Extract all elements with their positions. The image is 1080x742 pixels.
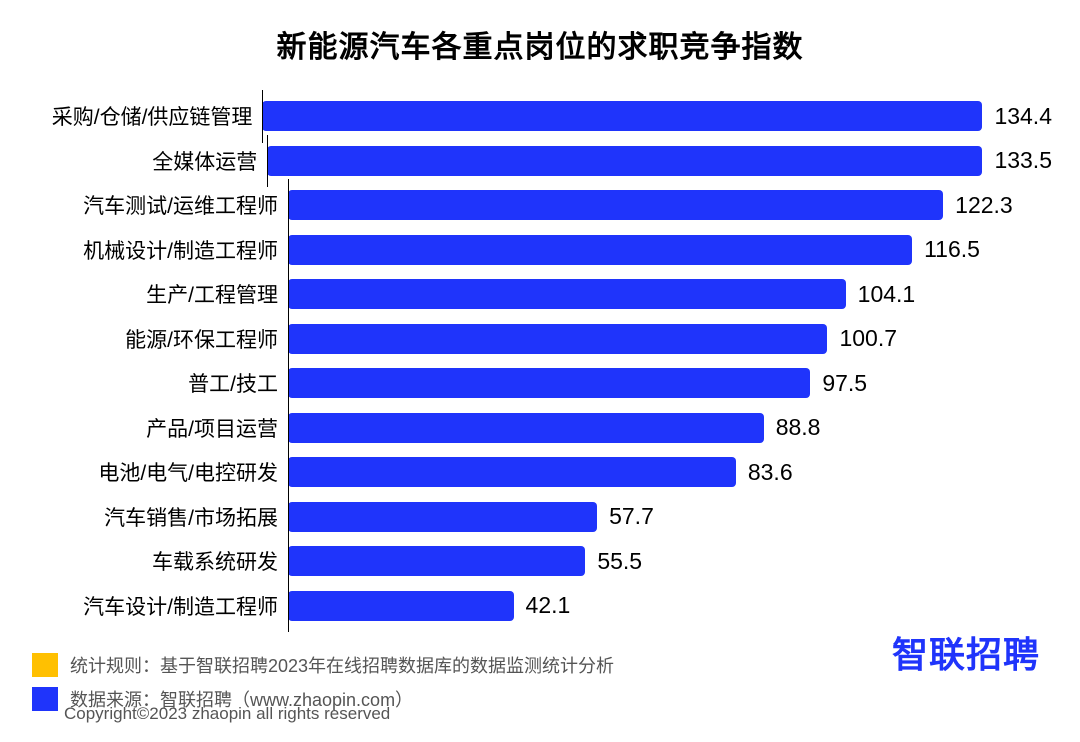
bar [288,235,912,265]
copyright-text: Copyright©2023 zhaopin all rights reserv… [64,704,390,724]
bar [288,546,585,576]
plot-area: 42.1 [288,584,1052,629]
category-label: 汽车销售/市场拓展 [28,502,288,532]
chart-row: 机械设计/制造工程师 116.5 [28,228,1052,273]
y-axis-line [262,90,263,143]
plot-area: 133.5 [267,139,1052,184]
chart-row: 车载系统研发 55.5 [28,539,1052,584]
bar [288,368,810,398]
y-axis-line [288,580,289,633]
category-label: 机械设计/制造工程师 [28,235,288,265]
chart-row: 电池/电气/电控研发 83.6 [28,450,1052,495]
bar [288,457,736,487]
bar [288,324,827,354]
chart-row: 生产/工程管理 104.1 [28,272,1052,317]
plot-area: 83.6 [288,450,1052,495]
brand-logo: 智联招聘 [892,626,1040,678]
plot-area: 134.4 [262,94,1052,139]
legend-swatch [32,653,58,677]
value-label: 83.6 [748,459,793,486]
category-label: 能源/环保工程师 [28,324,288,354]
category-label: 产品/项目运营 [28,413,288,443]
chart-row: 能源/环保工程师 100.7 [28,317,1052,362]
chart-row: 普工/技工 97.5 [28,361,1052,406]
category-label: 生产/工程管理 [28,279,288,309]
chart-row: 汽车销售/市场拓展 57.7 [28,495,1052,540]
value-label: 122.3 [955,192,1013,219]
bar [288,279,846,309]
value-label: 42.1 [526,592,571,619]
category-label: 汽车测试/运维工程师 [28,190,288,220]
value-label: 100.7 [839,325,897,352]
chart-row: 全媒体运营 133.5 [28,139,1052,184]
chart-row: 采购/仓储/供应链管理 134.4 [28,94,1052,139]
legend-swatch [32,687,58,711]
bar [267,146,982,176]
plot-area: 97.5 [288,361,1052,406]
value-label: 133.5 [994,147,1052,174]
plot-area: 104.1 [288,272,1052,317]
chart-row: 汽车测试/运维工程师 122.3 [28,183,1052,228]
category-label: 普工/技工 [28,368,288,398]
bar [288,413,764,443]
bar [288,502,597,532]
bar-chart: 采购/仓储/供应链管理 134.4 全媒体运营 133.5 汽车测试/运维工程师 122.… [28,94,1052,628]
chart-row: 产品/项目运营 88.8 [28,406,1052,451]
bar [288,190,943,220]
value-label: 104.1 [858,281,916,308]
plot-area: 122.3 [288,183,1052,228]
plot-area: 116.5 [288,228,1052,273]
value-label: 55.5 [597,548,642,575]
category-label: 汽车设计/制造工程师 [28,591,288,621]
value-label: 134.4 [994,103,1052,130]
category-label: 电池/电气/电控研发 [28,457,288,487]
value-label: 88.8 [776,414,821,441]
y-axis-line [267,135,268,188]
bar [288,591,514,621]
category-label: 车载系统研发 [28,546,288,576]
category-label: 全媒体运营 [28,146,267,176]
plot-area: 55.5 [288,539,1052,584]
category-label: 采购/仓储/供应链管理 [28,101,262,131]
bar [262,101,982,131]
legend-text: 统计规则：基于智联招聘2023年在线招聘数据库的数据监测统计分析 [70,652,614,678]
value-label: 97.5 [822,370,867,397]
value-label: 57.7 [609,503,654,530]
chart-row: 汽车设计/制造工程师 42.1 [28,584,1052,629]
chart-title: 新能源汽车各重点岗位的求职竞争指数 [28,22,1052,66]
plot-area: 88.8 [288,406,1052,451]
plot-area: 100.7 [288,317,1052,362]
value-label: 116.5 [924,236,980,263]
plot-area: 57.7 [288,495,1052,540]
